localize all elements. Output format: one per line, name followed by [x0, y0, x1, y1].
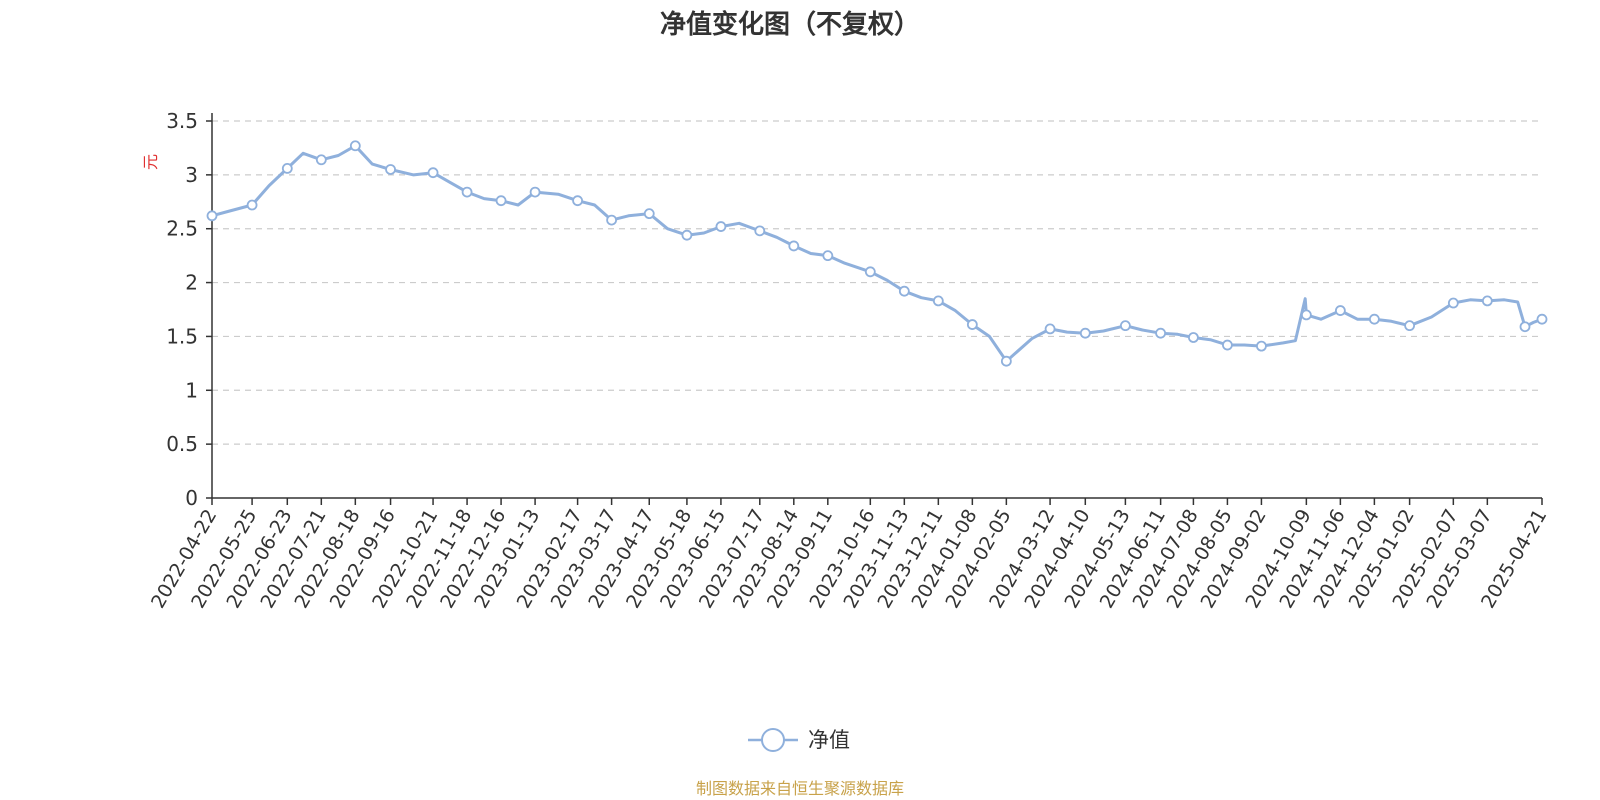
data-point-marker[interactable] [246, 199, 258, 211]
data-point-marker[interactable] [1368, 313, 1380, 325]
y-tick-label: 0 [185, 486, 198, 510]
data-point-marker[interactable] [1079, 327, 1091, 339]
data-point-marker[interactable] [572, 195, 583, 207]
data-point-marker[interactable] [1044, 323, 1056, 335]
data-point-marker[interactable] [681, 229, 693, 241]
data-point-marker[interactable] [349, 140, 361, 152]
data-point-marker[interactable] [427, 167, 439, 179]
data-point-marker[interactable] [1404, 320, 1416, 332]
data-point-marker[interactable] [315, 154, 327, 166]
chart-title: 净值变化图（不复权） [660, 9, 920, 40]
y-tick-labels: 0 0.5 1 1.5 2 2.5 3 3.5 [166, 109, 198, 510]
data-point-marker[interactable] [1188, 332, 1199, 343]
data-point-marker[interactable] [281, 162, 293, 174]
data-point-marker[interactable] [1481, 295, 1493, 307]
y-tick-label: 3.5 [166, 109, 198, 133]
series-line-nav [210, 144, 1544, 363]
grid-lines [206, 120, 1542, 499]
data-point-marker[interactable] [1000, 355, 1012, 367]
data-point-marker[interactable] [715, 221, 727, 232]
y-tick-label: 2 [185, 271, 198, 295]
data-point-marker[interactable] [206, 210, 218, 222]
data-point-marker[interactable] [1222, 339, 1233, 351]
data-point-marker[interactable] [898, 285, 910, 297]
axes [211, 113, 1543, 505]
data-point-marker[interactable] [495, 195, 507, 207]
data-point-marker[interactable] [788, 240, 800, 252]
data-point-marker[interactable] [1519, 321, 1531, 333]
legend-circle-icon [761, 728, 785, 752]
data-point-marker[interactable] [822, 250, 834, 262]
y-tick-label: 3 [185, 163, 198, 187]
data-point-marker[interactable] [643, 208, 655, 220]
data-point-marker[interactable] [1536, 313, 1548, 325]
y-tick-label: 1.5 [166, 324, 198, 348]
data-point-marker[interactable] [1155, 327, 1167, 339]
data-point-marker[interactable] [461, 186, 473, 198]
data-point-marker[interactable] [754, 225, 766, 237]
data-point-marker[interactable] [1300, 309, 1312, 321]
data-point-marker[interactable] [606, 214, 618, 226]
source-note: 制图数据来自恒生聚源数据库 [696, 779, 904, 798]
data-point-marker[interactable] [529, 186, 541, 198]
data-point-marker[interactable] [966, 319, 978, 330]
legend[interactable]: 净值 [748, 728, 850, 752]
y-tick-label: 1 [185, 378, 198, 402]
data-point-marker[interactable] [864, 266, 876, 278]
data-point-marker[interactable] [385, 164, 396, 175]
y-tick-label: 0.5 [166, 432, 198, 456]
y-tick-label: 2.5 [166, 217, 198, 241]
data-point-marker[interactable] [1334, 305, 1346, 316]
y-axis-unit-label: 元 [141, 154, 160, 170]
x-tick-labels: 2022-04-222022-05-252022-06-232022-07-21… [147, 506, 1551, 613]
legend-label: 净值 [808, 728, 850, 752]
data-point-marker[interactable] [932, 295, 944, 307]
data-point-marker[interactable] [1447, 297, 1459, 309]
data-point-marker[interactable] [1119, 320, 1131, 332]
data-point-marker[interactable] [1256, 340, 1267, 352]
series-layer [206, 140, 1548, 367]
